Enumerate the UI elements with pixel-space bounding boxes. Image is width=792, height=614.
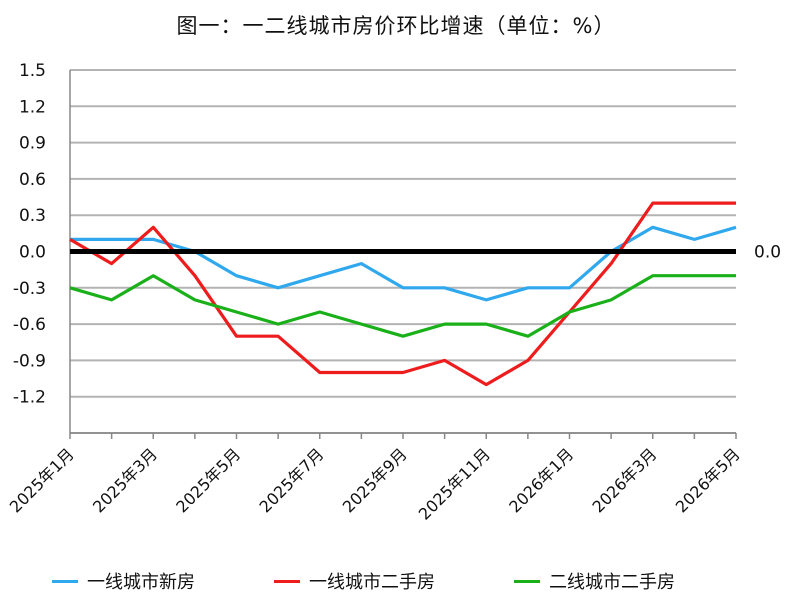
y-tick-label: -1.2 [13,388,46,408]
y-tick-label: -0.3 [13,279,46,299]
y-tick-label: 0.3 [19,206,46,226]
legend-item: 二线城市二手房 [514,566,675,596]
grid-lines [70,69,736,434]
x-tick-label: 2025年11月 [415,444,494,523]
series-line-2 [69,201,736,387]
legend-swatch [514,579,540,583]
legend-item: 一线城市新房 [52,566,195,596]
line-chart: 1.5 1.2 0.9 0.6 0.3 0.0 -0.3 -0.6 -0.9 -1.2 0.0 202… [6,61,781,524]
x-tick-label: 2025年9月 [339,444,411,516]
y-tick-label: -0.9 [13,351,46,371]
legend-label: 一线城市二手房 [309,572,435,593]
x-tick-label: 2025年1月 [6,444,78,516]
series-line-3 [69,274,736,338]
y-tick-label: 0.9 [19,134,46,154]
chart-title: 图一：一二线城市房价环比增速（单位：%） [176,14,616,38]
series-line-1 [70,225,737,302]
series-lines [69,201,737,387]
x-tick-label: 2025年3月 [89,444,161,516]
y-tick-label: -0.6 [13,315,46,335]
x-tick-label: 2026年3月 [589,444,661,516]
y-tick-label: 1.2 [19,97,46,117]
axes [69,70,737,439]
legend-label: 二线城市二手房 [549,572,675,593]
legend-item: 一线城市二手房 [274,566,435,596]
legend: 一线城市新房 一线城市二手房 二线城市二手房 [0,566,792,596]
x-tick-label: 2026年1月 [505,444,577,516]
zero-line-label: 0.0 [754,243,781,263]
legend-swatch [274,579,300,583]
legend-label: 一线城市新房 [87,572,195,593]
x-tick-label: 2026年5月 [672,444,744,516]
y-tick-label: 0.0 [19,243,46,263]
legend-swatch [52,579,78,583]
y-tick-label: 1.5 [19,61,46,81]
x-tick-label: 2025年5月 [172,444,244,516]
x-tick-label: 2025年7月 [256,444,328,516]
y-tick-label: 0.6 [19,170,46,190]
